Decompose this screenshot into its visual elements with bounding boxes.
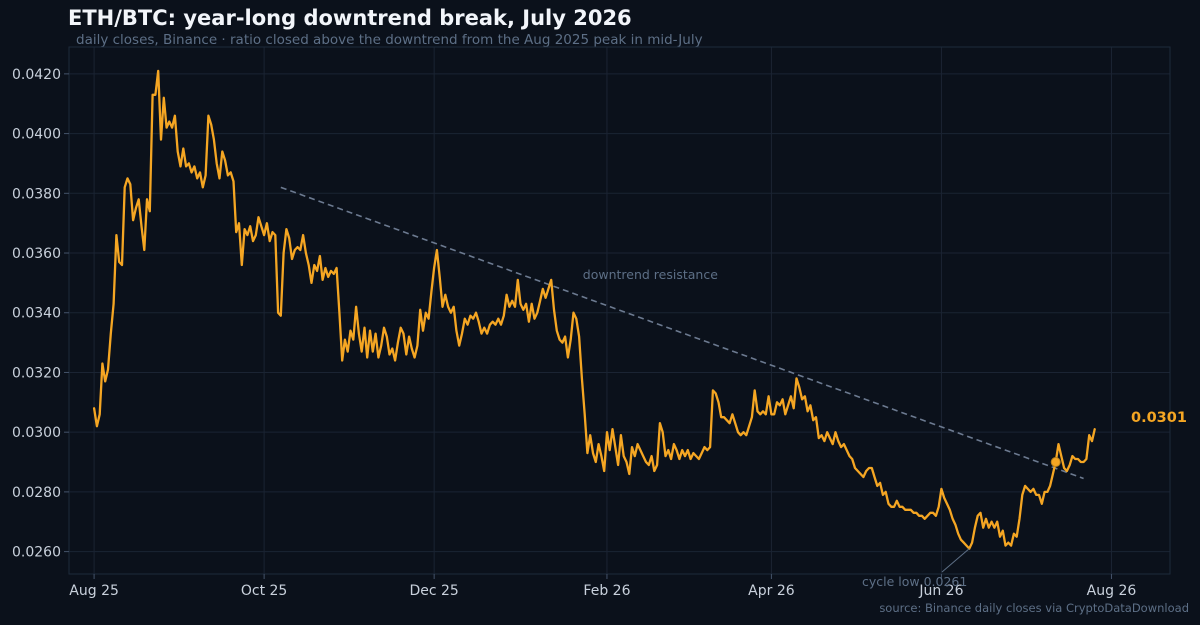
- x-tick-label: Aug 26: [1087, 583, 1137, 599]
- y-tick-label: 0.0360: [12, 246, 61, 262]
- x-tick-label: Feb 26: [583, 583, 630, 599]
- trendline: [280, 186, 1084, 480]
- x-tick-label: Dec 25: [409, 583, 458, 599]
- chart-subtitle: daily closes, Binance · ratio closed abo…: [76, 32, 703, 48]
- breakout-marker: [1050, 457, 1061, 468]
- y-tick-label: 0.0280: [12, 485, 61, 501]
- y-tick-label: 0.0420: [12, 67, 61, 83]
- y-tick-label: 0.0380: [12, 186, 61, 202]
- y-tick-label: 0.0340: [12, 306, 61, 322]
- x-tick-label: Aug 25: [69, 583, 119, 599]
- trendline-annotation: downtrend resistance: [583, 267, 718, 282]
- source-note: source: Binance daily closes via CryptoD…: [879, 601, 1189, 615]
- y-tick-label: 0.0400: [12, 127, 61, 143]
- chart-title: ETH/BTC: year-long downtrend break, July…: [68, 6, 632, 30]
- eth-btc-line: [92, 69, 1096, 550]
- cycle-low-annotation: cycle low 0.0261: [862, 574, 967, 589]
- x-tick-label: Jun 26: [918, 583, 963, 599]
- x-tick-label: Apr 26: [748, 583, 795, 599]
- y-tick-label: 0.0300: [12, 425, 61, 441]
- cycle-low-leader-line: [941, 548, 970, 573]
- plot-frame: [68, 46, 1171, 575]
- x-tick-label: Oct 25: [241, 583, 287, 599]
- y-tick-label: 0.0320: [12, 365, 61, 381]
- last-value-label: 0.0301: [1131, 410, 1187, 426]
- y-tick-label: 0.0260: [12, 545, 61, 561]
